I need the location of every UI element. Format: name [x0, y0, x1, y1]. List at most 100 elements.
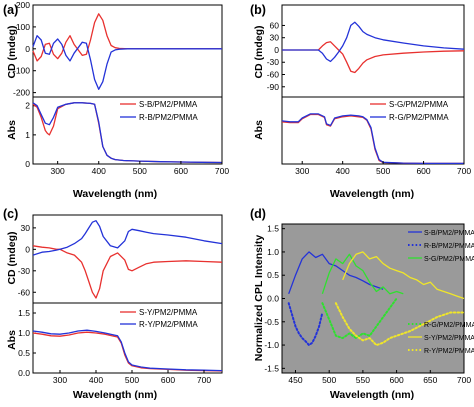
xtick-label: 600: [161, 375, 175, 385]
abs-ytick-label: 1.0: [18, 328, 30, 338]
cd-ytick-label: 60: [270, 20, 280, 30]
cpl-xtick-label: 650: [423, 375, 437, 385]
legend-label: S-Y/PM2/PMMA: [139, 308, 198, 317]
cd-ytick-label: -30: [267, 57, 280, 67]
xtick-label: 300: [53, 375, 67, 385]
cpl-ytick-label: -1.5: [264, 363, 279, 373]
cpl-xtick-label: 550: [356, 375, 370, 385]
abs-series-line-2: [281, 113, 464, 165]
cpl-y-axis-label: Normalized CPL Intensity: [253, 235, 265, 362]
cd-ytick-label: -60: [267, 70, 280, 80]
abs-ytick-label: 0: [25, 159, 30, 169]
xtick-label: 700: [197, 375, 211, 385]
xtick-label: 400: [89, 375, 103, 385]
abs-axes-frame: [32, 96, 223, 165]
x-axis-label: Wavelength (nm): [73, 389, 157, 401]
cpl-series-line-6: [334, 302, 465, 347]
legend-label: R-G/PM2/PMMA: [389, 113, 449, 122]
panel-label: (d): [250, 207, 266, 221]
legend-label: R-B/PM2/PMMA: [139, 113, 198, 122]
xtick-label: 500: [376, 166, 390, 176]
cd-ytick-label: -30: [18, 266, 31, 276]
panel-a: (a)200 100 0 -100 -200 2 1 0 300 400 500 600 700 Wave…: [3, 0, 229, 200]
cd-y-axis-label: CD (mdeg): [6, 231, 18, 284]
cpl-legend-label: S-G/PM2/PMMA: [424, 256, 474, 263]
cd-y-axis-label: CD (mdeg): [6, 25, 18, 78]
cpl-ytick-label: -1.0: [264, 340, 279, 350]
cpl-series-line-3: [321, 253, 404, 295]
cd-ytick-label: 0: [274, 45, 279, 55]
panel-label: (c): [3, 207, 18, 221]
cd-ytick-label: -60: [18, 287, 31, 297]
cd-ytick-label: 0: [25, 44, 30, 54]
cpl-x-axis-label: Wavelength (nm): [330, 389, 414, 401]
x-axis-label: Wavelength (nm): [330, 188, 414, 200]
abs-ytick-label: 0.0: [18, 368, 30, 378]
xtick-label: 600: [416, 166, 430, 176]
xtick-label: 300: [51, 166, 65, 176]
cpl-legend-label: R-B/PM2/PMMA: [424, 243, 474, 250]
cd-series-line-2: [32, 35, 222, 90]
xtick-label: 700: [215, 166, 229, 176]
cpl-series-line-5: [342, 251, 465, 300]
cpl-ytick-label: 0.5: [267, 270, 279, 280]
cpl-series-line-4: [321, 297, 398, 340]
legend-label: R-Y/PM2/PMMA: [139, 320, 198, 329]
abs-ytick-label: 1: [25, 130, 30, 140]
panel-label: (b): [250, 3, 266, 17]
cpl-series-line-2: [287, 302, 324, 347]
abs-ytick-label: 0.5: [18, 348, 30, 358]
cpl-xtick-label: 600: [389, 375, 403, 385]
panel-label: (a): [3, 3, 18, 17]
abs-y-axis-label: Abs: [6, 330, 18, 350]
cd-ytick-label: -200: [13, 88, 30, 98]
cd-ytick-label: 100: [16, 22, 30, 32]
cpl-legend-label: S-B/PM2/PMMA: [424, 230, 474, 237]
abs-ytick-label: 2: [25, 101, 30, 111]
cd-series-line-2: [282, 21, 465, 63]
abs-axes-frame: [281, 96, 465, 165]
cd-ytick-label: -100: [13, 66, 30, 76]
abs-series-line-2: [32, 102, 223, 164]
xtick-label: 500: [133, 166, 147, 176]
abs-axes-frame: [32, 302, 223, 374]
cpl-legend-label: R-G/PM2/PMMA: [424, 322, 474, 329]
xtick-label: 400: [336, 166, 350, 176]
cpl-ytick-label: -0.5: [264, 317, 279, 327]
cd-ytick-label: 0: [25, 244, 30, 254]
xtick-label: 700: [457, 166, 471, 176]
cpl-series-line-1: [288, 251, 384, 295]
xtick-label: 300: [295, 166, 309, 176]
abs-series-line-2: [32, 329, 223, 372]
abs-ytick-label: 1.5: [18, 308, 30, 318]
cpl-legend-label: R-Y/PM2/PMMA: [424, 348, 474, 355]
panel-d: (d)1.5 1.0 0.5 0.0 -0.5 -1.0 -1.5 450 500 550 600 6…: [250, 207, 474, 401]
cd-series-line-1: [32, 245, 223, 299]
cd-series-line-2: [32, 220, 223, 256]
cpl-ytick-label: 1.0: [267, 247, 279, 257]
cd-series-line-1: [282, 41, 465, 74]
cpl-ytick-label: 0.0: [267, 294, 279, 304]
cpl-legend-label: S-Y/PM2/PMMA: [424, 335, 474, 342]
cd-ytick-label: 200: [16, 0, 30, 10]
cpl-axes-frame: [281, 223, 465, 374]
cd-y-axis-label: CD (mdeg): [253, 25, 265, 78]
cpl-xtick-label: 500: [322, 375, 336, 385]
cpl-ytick-label: 1.5: [267, 224, 279, 234]
xtick-label: 500: [125, 375, 139, 385]
legend-label: S-G/PM2/PMMA: [389, 100, 449, 109]
abs-y-axis-label: Abs: [253, 120, 265, 140]
cd-ytick-label: 30: [270, 33, 280, 43]
cpl-xtick-label: 700: [457, 375, 471, 385]
cd-ytick-label: 30: [21, 223, 31, 233]
abs-y-axis-label: Abs: [6, 120, 18, 140]
xtick-label: 400: [92, 166, 106, 176]
xtick-label: 600: [174, 166, 188, 176]
x-axis-label: Wavelength (nm): [73, 188, 157, 200]
cd-ytick-label: -90: [267, 82, 280, 92]
cpl-xtick-label: 450: [288, 375, 302, 385]
legend-label: S-B/PM2/PMMA: [139, 100, 198, 109]
